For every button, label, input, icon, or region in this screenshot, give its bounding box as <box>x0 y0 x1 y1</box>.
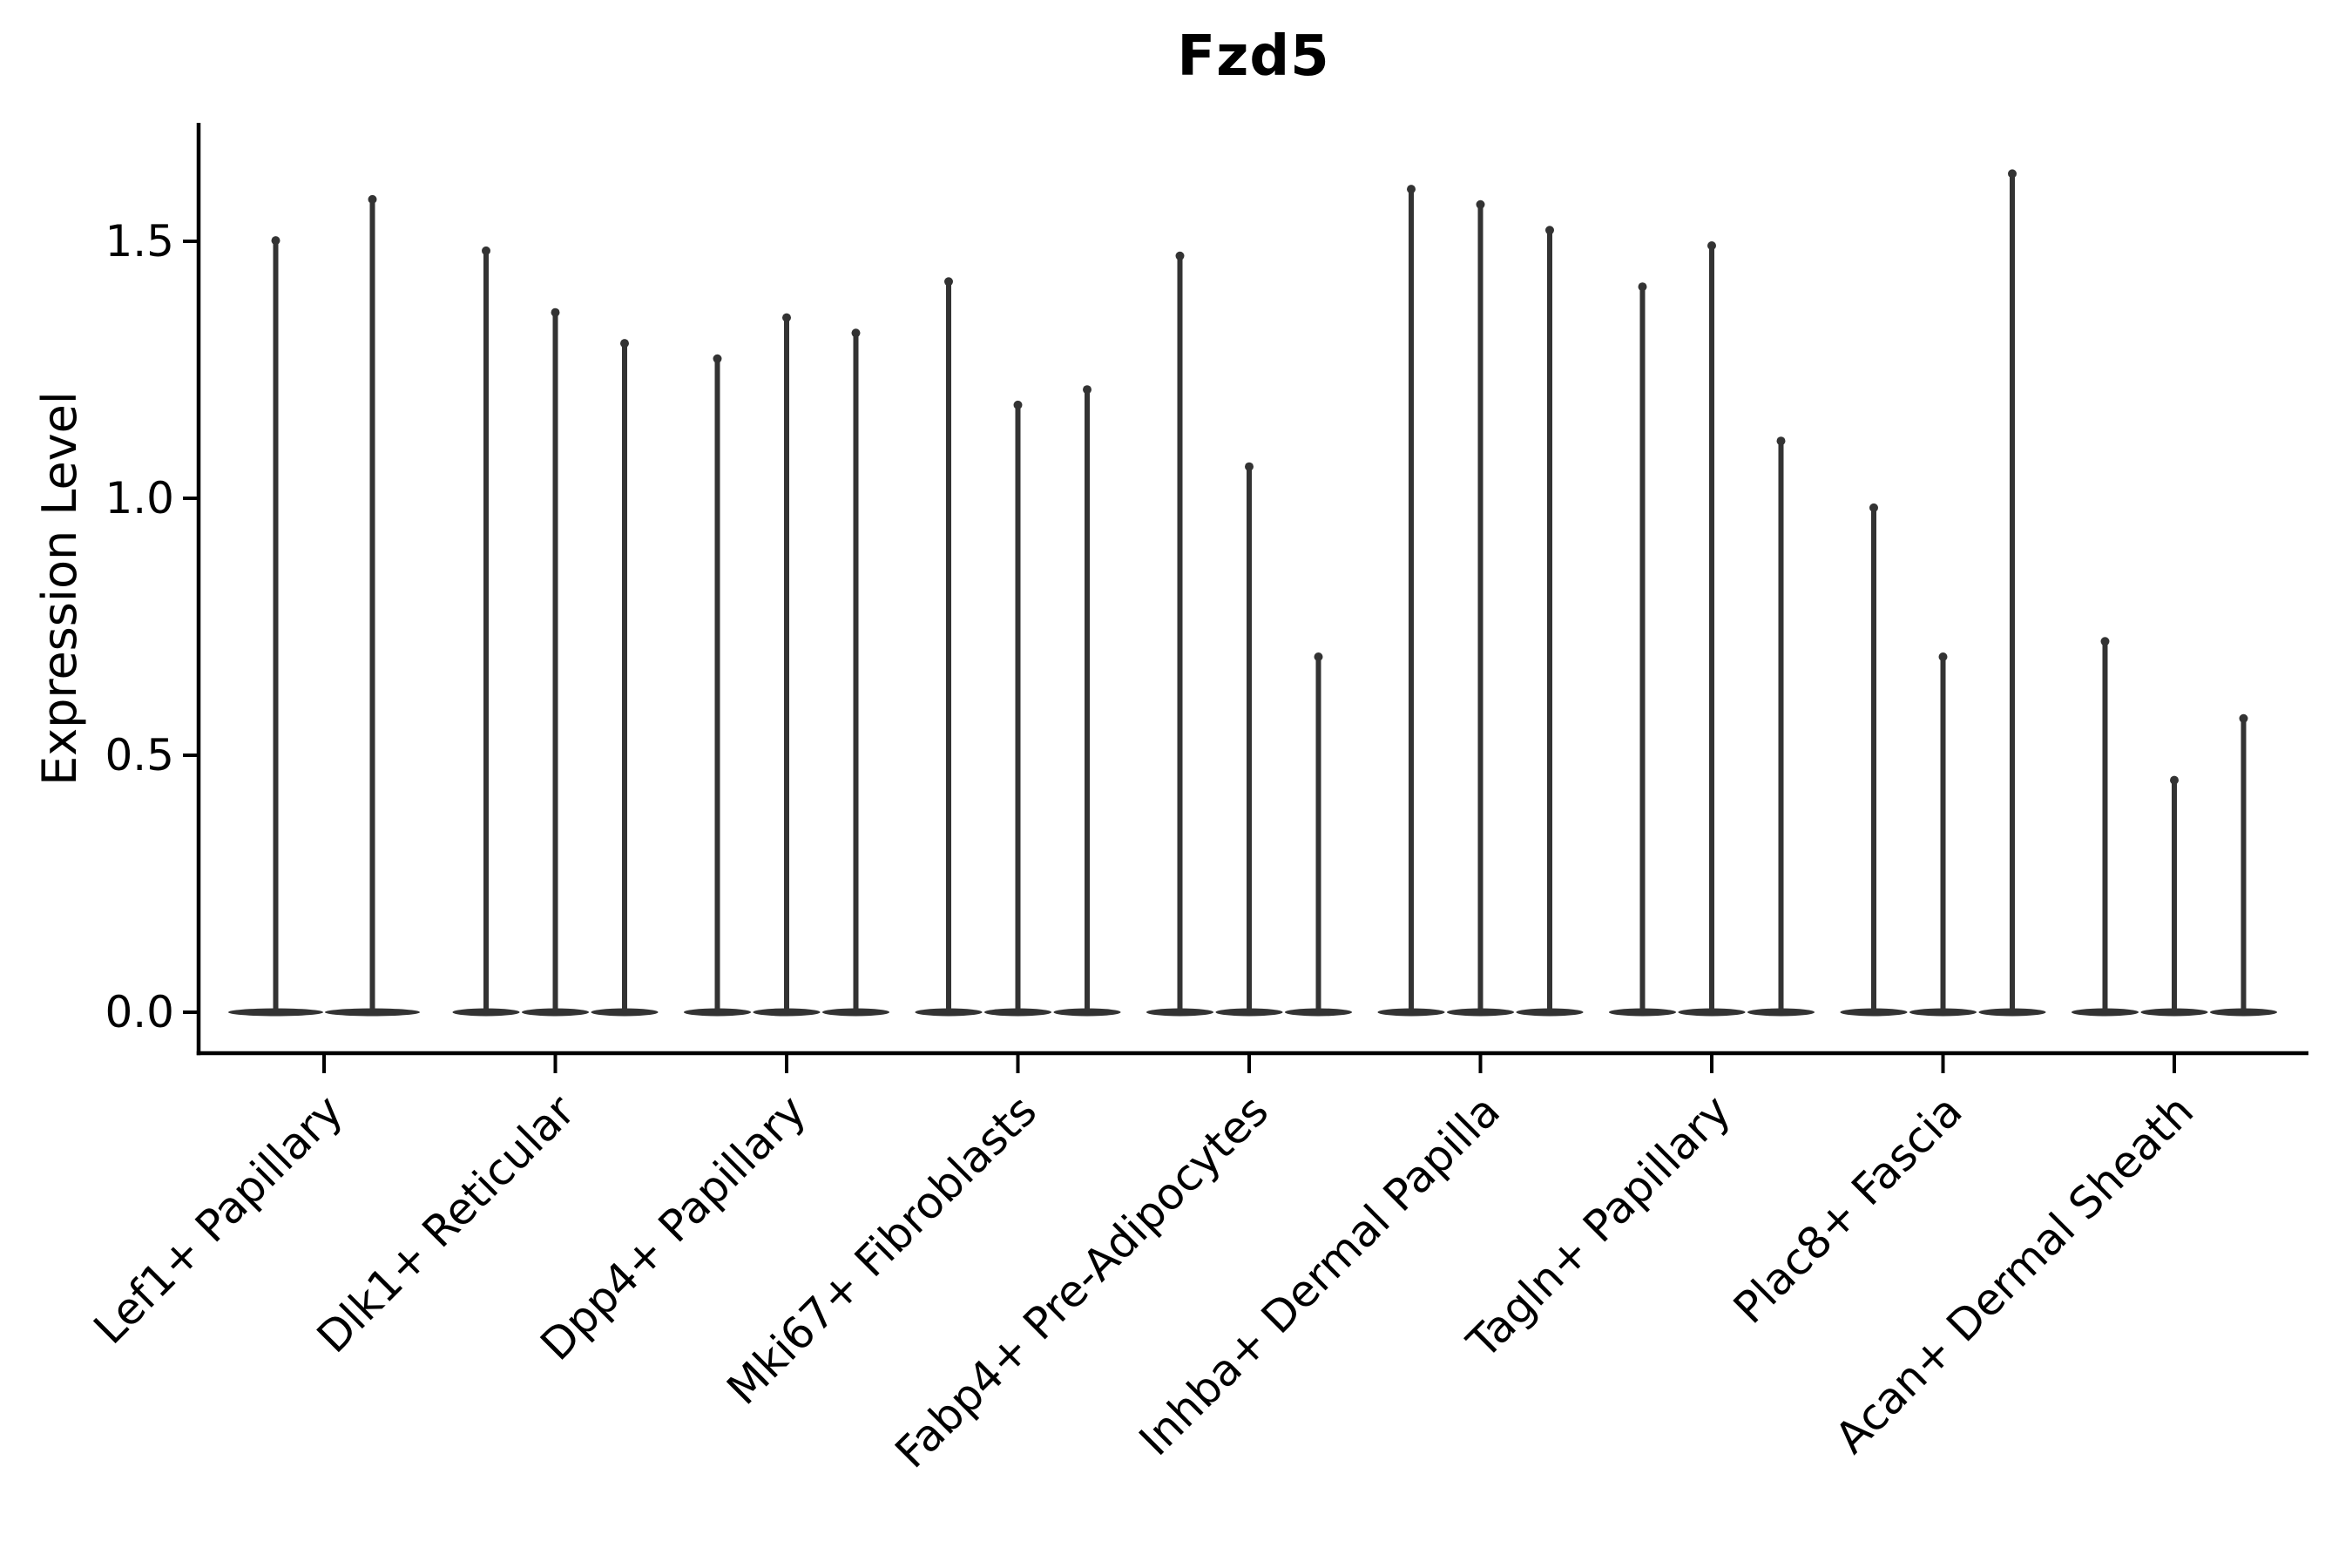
violin-spike-tip <box>620 339 629 348</box>
violin-spike-tip <box>271 236 280 246</box>
violin-spike-tip <box>782 313 791 322</box>
violin-spike-tip <box>944 277 953 287</box>
violin-spike-tip <box>1638 282 1647 292</box>
y-tick-label: 1.5 <box>105 216 174 267</box>
violin-spike-tip <box>1175 251 1185 260</box>
violin-spike-tip <box>1013 400 1023 409</box>
violin-spike-tip <box>1407 185 1416 194</box>
chart-title: Fzd5 <box>1177 24 1330 89</box>
violin-spike-tip <box>2239 713 2248 723</box>
violin-spike-tip <box>482 246 490 255</box>
violin-spike-tip <box>368 194 377 204</box>
violin-spike-tip <box>1707 241 1716 250</box>
violin-spike-tip <box>551 308 560 317</box>
violin-spike-tip <box>1476 199 1485 209</box>
violin-spike-tip <box>2170 775 2179 785</box>
y-tick-label: 1.0 <box>105 473 174 524</box>
violin-spike-tip <box>1938 652 1948 661</box>
violin-spike-tip <box>713 354 722 363</box>
y-tick-label: 0.0 <box>105 987 174 1037</box>
violin-spike-tip <box>2100 637 2110 646</box>
violin-spike-tip <box>1869 503 1878 512</box>
violin-spike-tip <box>851 328 861 338</box>
chart-title-row: Fzd5 <box>199 24 2308 89</box>
y-tick-label: 0.5 <box>105 730 174 781</box>
violin-spike-tip <box>2008 169 2017 179</box>
violin-spike-tip <box>1314 652 1323 661</box>
violin-spike-tip <box>1545 226 1554 235</box>
violin-spike-tip <box>1245 462 1254 471</box>
violin-spike-tip <box>1776 436 1786 446</box>
violin-spike-tip <box>1083 385 1092 395</box>
